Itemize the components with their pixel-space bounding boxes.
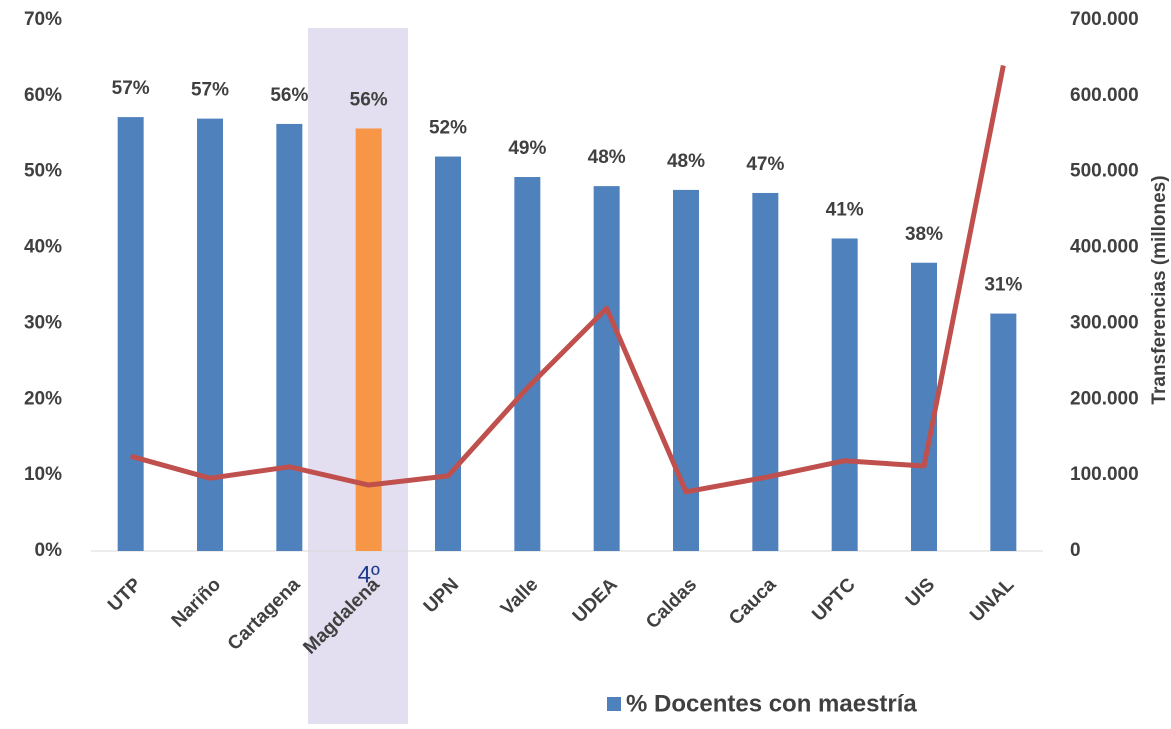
y-tick-label: 10%	[24, 464, 62, 485]
x-tick-label: Valle	[497, 574, 542, 619]
data-label: 56%	[270, 85, 308, 106]
y-tick-label: 40%	[24, 237, 62, 258]
data-label: 41%	[826, 199, 864, 220]
bar	[197, 118, 223, 551]
bar	[514, 177, 541, 551]
data-label: 49%	[508, 138, 546, 159]
x-tick-label: Nariño	[168, 574, 225, 631]
bar	[911, 262, 937, 551]
y-tick-label: 70%	[24, 9, 62, 30]
x-tick-label: UPN	[420, 574, 463, 617]
data-label: 48%	[588, 147, 626, 168]
annotation: 4º	[358, 561, 380, 588]
y2-axis-label: Transferencias (millones)	[1149, 175, 1170, 404]
data-label: 56%	[350, 89, 388, 110]
y2-tick-label: 200.000	[1070, 388, 1139, 409]
x-tick-label: UTP	[104, 574, 146, 616]
bar	[117, 117, 144, 552]
bar	[355, 128, 382, 551]
x-tick-label: Cauca	[725, 574, 780, 629]
y2-tick-label: 300.000	[1070, 312, 1139, 333]
y2-tick-label: 100.000	[1070, 464, 1139, 485]
data-label: 57%	[191, 80, 229, 101]
y2-tick-label: 700.000	[1070, 9, 1139, 30]
legend-swatch	[607, 697, 621, 711]
bar	[673, 189, 699, 552]
y2-tick-label: 500.000	[1070, 161, 1139, 182]
x-tick-label: Caldas	[642, 574, 701, 633]
y2-tick-label: 600.000	[1070, 85, 1139, 106]
y2-tick-label: 0	[1070, 540, 1081, 561]
y-tick-label: 50%	[24, 161, 62, 182]
bar	[276, 123, 303, 551]
x-tick-label: UDEA	[569, 574, 622, 627]
bar	[831, 238, 858, 551]
y2-tick-label: 400.000	[1070, 237, 1139, 258]
bar	[990, 313, 1017, 551]
data-label: 47%	[746, 154, 784, 175]
y-tick-label: 30%	[24, 312, 62, 333]
y-tick-label: 20%	[24, 388, 62, 409]
bar	[435, 156, 461, 552]
data-label: 31%	[984, 275, 1022, 296]
x-tick-label: UIS	[902, 574, 939, 611]
y-tick-label: 60%	[24, 85, 62, 106]
legend-label: % Docentes con maestría	[626, 690, 917, 717]
data-label: 48%	[667, 151, 705, 172]
line-series	[129, 65, 1006, 495]
x-tick-label: UNAL	[966, 574, 1018, 626]
bar	[593, 186, 620, 551]
x-tick-label: UPTC	[808, 574, 860, 626]
data-label: 38%	[905, 224, 943, 245]
data-label: 57%	[112, 78, 150, 99]
x-tick-label: Cartagena	[224, 574, 305, 655]
y-tick-label: 0%	[35, 540, 63, 561]
bar	[752, 192, 779, 551]
data-label: 52%	[429, 118, 467, 139]
